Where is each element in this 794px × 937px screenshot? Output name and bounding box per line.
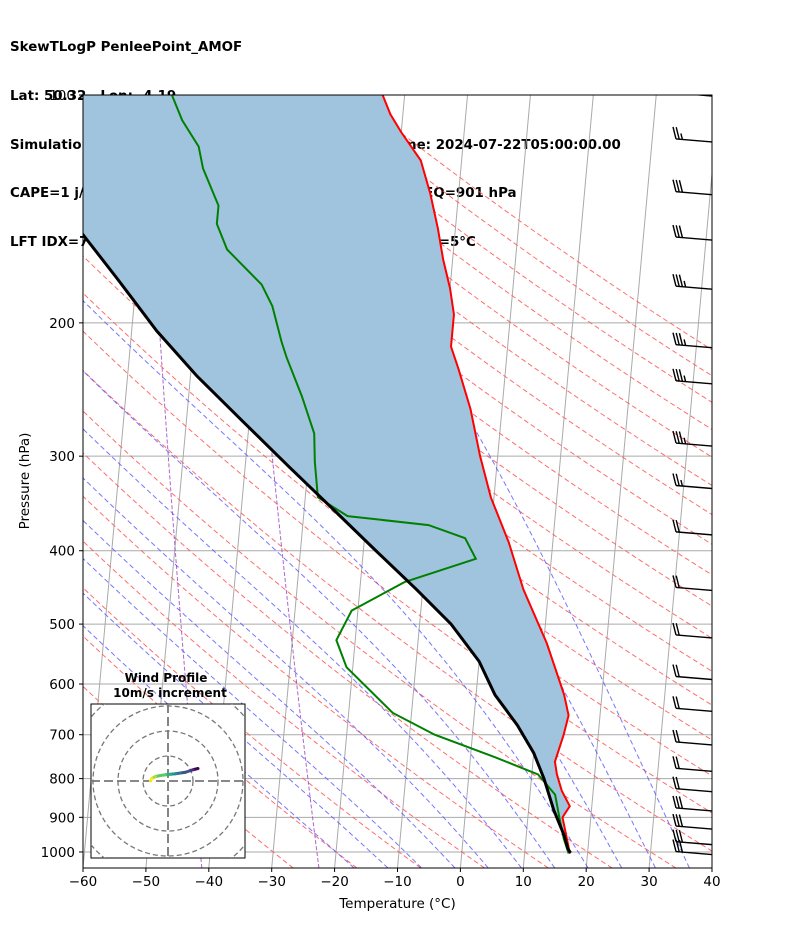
- wind-barb: [672, 473, 712, 490]
- y-tick-label: 500: [49, 617, 75, 633]
- wind-barb: [672, 332, 712, 349]
- hodograph-ring: [142, 755, 194, 807]
- moist-adiabat: [83, 592, 389, 868]
- wind-barb: [672, 729, 712, 746]
- parcel-profile: [83, 232, 572, 854]
- y-tick-label: 800: [49, 772, 75, 788]
- y-tick-label: 900: [49, 810, 75, 826]
- dry-adiabat: [156, 95, 712, 516]
- wind-barb: [672, 776, 712, 793]
- wind-barb: [672, 575, 712, 592]
- dry-adiabat: [83, 540, 485, 868]
- isotherm-gridline: [585, 95, 657, 868]
- wind-barb: [672, 274, 712, 290]
- hodograph-title: Wind Profile: [125, 671, 208, 685]
- wind-barb: [672, 179, 712, 196]
- wind-barb: [672, 519, 712, 536]
- wind-barb: [672, 430, 712, 447]
- y-tick-label: 1000: [41, 845, 75, 861]
- x-tick-label: −30: [257, 874, 286, 890]
- wind-barb: [672, 829, 712, 846]
- dry-adiabat: [83, 635, 358, 868]
- y-axis-label: Pressure (hPa): [17, 433, 33, 530]
- temperature-profile: [381, 95, 571, 854]
- dry-adiabat: [83, 369, 712, 852]
- hodograph-frame: [90, 703, 246, 859]
- x-axis-label: Temperature (°C): [338, 896, 456, 912]
- moist-adiabat: [83, 477, 489, 868]
- y-tick-label: 300: [49, 449, 75, 465]
- wind-barb: [672, 622, 712, 639]
- x-tick-label: 30: [641, 874, 658, 890]
- hodograph-subtitle: 10m/s increment: [113, 686, 227, 700]
- dry-adiabat: [254, 95, 712, 431]
- wind-barb: [672, 126, 712, 143]
- dry-adiabat: [83, 495, 549, 868]
- wind-barb: [672, 368, 712, 385]
- wind-barb: [672, 696, 712, 713]
- y-tick-label: 100: [49, 88, 75, 104]
- wind-barb: [672, 756, 712, 772]
- y-tick-label: 200: [49, 316, 75, 332]
- isotherm-gridline: [648, 168, 712, 868]
- wind-barb: [691, 95, 712, 97]
- wind-barb: [672, 795, 712, 812]
- wind-barb: [672, 224, 712, 241]
- wind-barb: [672, 664, 712, 681]
- x-tick-label: 10: [515, 874, 532, 890]
- chart-title: SkewTLogP PenleePoint_AMOF: [10, 40, 243, 56]
- axes: −60 −50 −40 −30 −20 −10 0 10 20 30 40 100 200 300 400 5…: [41, 88, 721, 890]
- x-tick-label: −10: [383, 874, 412, 890]
- dry-adiabat: [83, 410, 677, 868]
- y-tick-label: 600: [49, 677, 75, 693]
- moist-adiabat: [83, 519, 456, 868]
- y-tick-label: 400: [49, 544, 75, 560]
- wind-barb: [672, 813, 712, 830]
- hodograph-inset: Wind Profile 10m/s increment: [90, 671, 246, 859]
- moist-adiabat: [214, 95, 690, 868]
- y-tick-label: 700: [49, 728, 75, 744]
- x-tick-label: 20: [578, 874, 595, 890]
- x-tick-label: −60: [69, 874, 98, 890]
- moist-adiabat: [83, 370, 556, 868]
- x-tick-label: −20: [320, 874, 349, 890]
- x-tick-label: −40: [195, 874, 224, 890]
- dry-adiabat: [189, 95, 712, 487]
- x-tick-label: 40: [703, 874, 720, 890]
- dewpoint-profile: [170, 95, 570, 854]
- x-tick-label: 0: [456, 874, 465, 890]
- dry-adiabat: [286, 95, 712, 403]
- hodograph-segment: [149, 777, 154, 783]
- isotherm-gridline: [711, 862, 712, 868]
- dry-adiabat: [83, 587, 422, 868]
- x-tick-label: −50: [132, 874, 161, 890]
- dry-adiabat: [83, 452, 613, 868]
- moist-adiabat: [83, 557, 422, 868]
- moist-adiabat: [83, 624, 355, 868]
- isotherm-gridline: [459, 95, 531, 868]
- plot-area: [83, 95, 712, 868]
